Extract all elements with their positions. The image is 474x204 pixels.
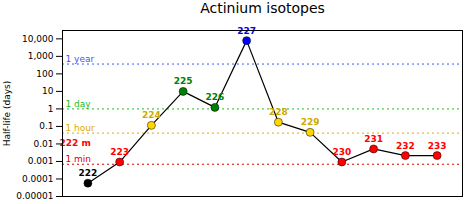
svg-text:1 year: 1 year	[66, 54, 95, 64]
svg-text:0.01: 0.01	[33, 139, 53, 149]
svg-text:0.0001: 0.0001	[22, 174, 54, 184]
svg-text:229: 229	[301, 117, 320, 127]
svg-text:Actinium isotopes: Actinium isotopes	[200, 0, 325, 16]
svg-text:0.001: 0.001	[28, 156, 54, 166]
svg-text:231: 231	[364, 134, 383, 144]
svg-text:10,000: 10,000	[22, 34, 54, 44]
svg-text:228: 228	[269, 107, 288, 117]
svg-text:10: 10	[42, 86, 54, 96]
svg-text:226: 226	[205, 92, 224, 102]
svg-text:227: 227	[237, 25, 256, 36]
svg-text:232: 232	[396, 141, 415, 151]
svg-text:Half-life (days): Half-life (days)	[2, 81, 12, 147]
svg-text:1 hour: 1 hour	[66, 123, 96, 133]
svg-text:230: 230	[332, 147, 351, 157]
svg-text:100: 100	[36, 69, 53, 79]
svg-text:0.00001: 0.00001	[16, 191, 53, 201]
svg-text:1 day: 1 day	[66, 99, 92, 109]
svg-text:0.1: 0.1	[39, 121, 53, 131]
svg-text:223: 223	[110, 147, 129, 157]
svg-text:222 m: 222 m	[60, 138, 91, 148]
svg-text:222: 222	[78, 168, 97, 178]
svg-text:1: 1	[48, 104, 54, 114]
svg-text:233: 233	[428, 141, 447, 151]
svg-text:225: 225	[174, 76, 193, 86]
svg-text:1,000: 1,000	[28, 51, 54, 61]
svg-text:224: 224	[142, 110, 161, 120]
svg-text:1 min: 1 min	[66, 154, 92, 164]
